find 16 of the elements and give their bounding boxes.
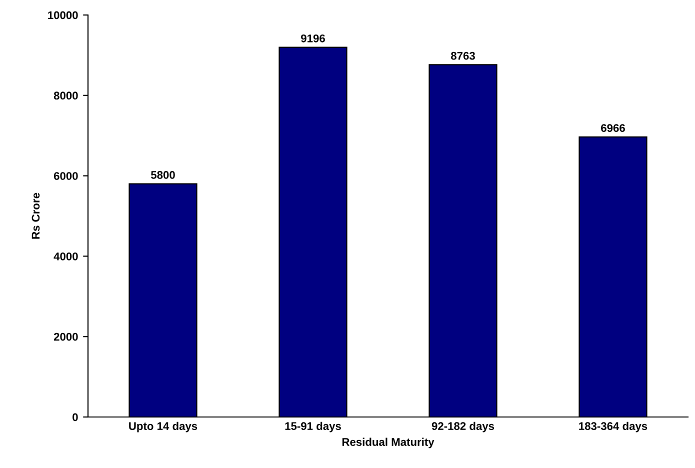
data-label: 6966 [601, 124, 625, 132]
y-tick-label: 8000 [54, 92, 78, 100]
data-label: 9196 [301, 34, 325, 42]
x-tick-label: 183-364 days [579, 422, 648, 432]
x-tick-label: 15-91 days [285, 422, 341, 432]
y-tick-label: 0 [72, 413, 78, 422]
y-tick-label: 6000 [54, 172, 78, 180]
y-tick-label: 4000 [54, 252, 78, 260]
data-label: 5800 [150, 171, 175, 179]
data-label: 8763 [450, 52, 475, 60]
y-axis-title: Rs Crore [32, 192, 40, 239]
y-tick-label: 10000 [48, 11, 78, 20]
x-tick-label: Upto 14 days [129, 422, 198, 432]
x-tick-label: 92-182 days [432, 422, 494, 432]
x-axis-title: Residual Maturity [342, 438, 434, 448]
y-tick-label: 2000 [54, 332, 78, 341]
